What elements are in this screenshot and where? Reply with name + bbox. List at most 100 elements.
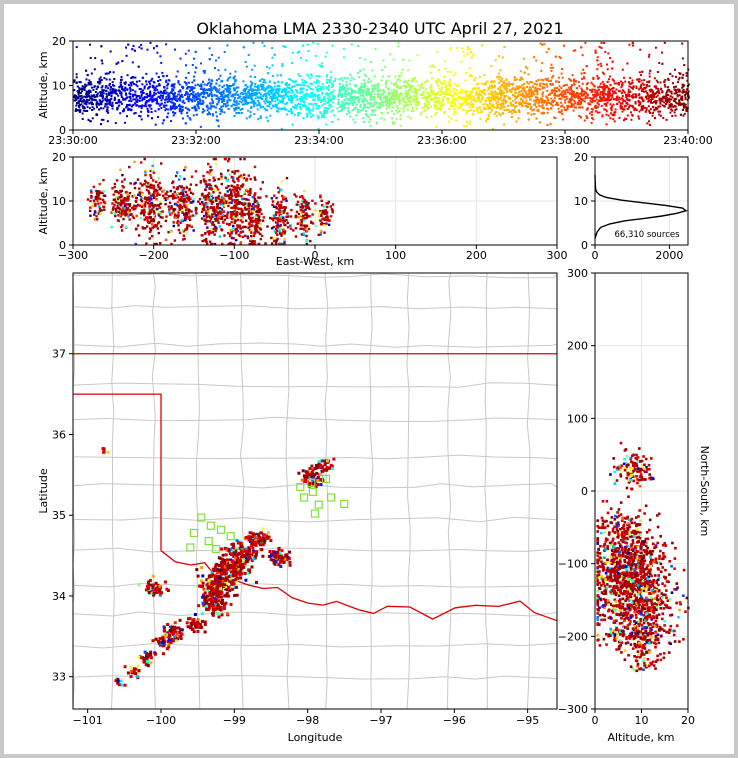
lightning-source-point (396, 97, 399, 100)
lightning-source-point (394, 75, 397, 78)
lightning-source-point (531, 90, 534, 93)
lightning-source-point (492, 95, 495, 98)
lightning-source-point (112, 84, 114, 87)
lightning-source-point (425, 100, 428, 103)
lightning-source-point (670, 108, 673, 111)
lightning-source-point (89, 81, 91, 84)
lightning-source-point (208, 89, 211, 92)
lightning-source-point (358, 91, 360, 93)
lightning-source-point (623, 108, 626, 111)
lightning-source-point (518, 109, 521, 112)
lightning-source-point (271, 75, 274, 77)
lightning-source-point (326, 73, 329, 76)
lightning-source-point (427, 106, 429, 109)
lightning-source-point (382, 101, 385, 104)
lightning-source-point (411, 79, 413, 82)
lightning-source-point (239, 108, 242, 111)
lightning-source-point (194, 50, 197, 53)
lightning-source-point (226, 44, 229, 47)
lightning-source-point (466, 93, 468, 96)
lightning-source-point (488, 98, 491, 101)
lightning-source-point (499, 85, 502, 88)
lightning-source-point (468, 93, 471, 96)
lightning-source-point (425, 88, 427, 91)
lightning-source-point (557, 76, 560, 79)
lightning-source-point (372, 84, 375, 87)
lightning-source-point (251, 88, 254, 91)
lightning-source-point (553, 96, 556, 99)
lightning-source-point (628, 82, 631, 85)
lightning-source-point (470, 97, 473, 100)
lightning-source-point (479, 94, 482, 97)
lightning-source-point (429, 94, 431, 97)
lightning-source-point (504, 82, 506, 85)
lightning-source-point (598, 45, 601, 48)
lightning-source-point (400, 93, 403, 96)
lightning-source-point (287, 110, 290, 113)
lightning-source-point (130, 83, 133, 86)
lightning-source-point (211, 53, 214, 56)
lightning-source-point (472, 98, 475, 101)
lightning-source-point (498, 72, 500, 75)
lightning-source-point (484, 83, 487, 86)
lightning-source-point (462, 50, 465, 53)
lightning-source-point (634, 108, 637, 111)
lightning-source-point (262, 84, 265, 87)
lightning-source-point (495, 100, 498, 103)
lightning-source-point (233, 88, 236, 90)
lightning-source-point (203, 83, 206, 86)
lightning-source-point (629, 90, 632, 93)
lightning-source-point (188, 95, 191, 98)
lightning-source-point (302, 105, 305, 107)
lightning-source-point (115, 102, 118, 105)
lightning-source-point (522, 86, 525, 89)
lightning-source-point (178, 98, 181, 101)
lightning-source-point (443, 60, 446, 63)
lightning-source-point (499, 86, 502, 89)
lightning-source-point (78, 81, 81, 84)
lightning-source-point (355, 103, 358, 106)
lightning-source-point (162, 94, 164, 97)
lightning-source-point (643, 83, 645, 86)
lightning-source-point (87, 92, 90, 95)
lightning-source-point (172, 92, 174, 95)
lightning-source-point (526, 86, 529, 88)
lightning-source-point (516, 87, 519, 90)
lightning-source-point (246, 85, 249, 88)
lightning-source-point (336, 107, 339, 110)
lightning-source-point (669, 111, 672, 114)
lightning-source-point (178, 103, 181, 106)
lightning-source-point (568, 98, 571, 101)
lightning-source-point (178, 96, 181, 99)
lightning-source-point (238, 100, 241, 103)
lightning-source-point (602, 90, 604, 93)
lightning-source-point (165, 74, 168, 77)
lightning-source-point (228, 98, 231, 101)
lightning-source-point (276, 99, 279, 102)
lightning-source-point (185, 91, 188, 93)
lightning-source-point (451, 97, 454, 100)
lightning-source-point (685, 74, 688, 77)
lightning-source-point (404, 80, 407, 83)
lightning-source-point (430, 88, 433, 91)
lightning-source-point (590, 98, 593, 100)
lightning-source-point (223, 84, 226, 87)
lightning-source-point (343, 86, 346, 89)
lightning-source-point (464, 100, 467, 103)
lightning-source-point (673, 99, 675, 102)
lightning-source-point (134, 93, 137, 96)
lightning-source-point (596, 102, 599, 105)
lightning-source-point (299, 106, 301, 109)
lightning-source-point (254, 83, 257, 85)
lightning-source-point (233, 103, 236, 106)
lightning-source-point (88, 107, 91, 110)
lightning-source-point (299, 107, 302, 110)
lightning-source-point (170, 120, 172, 123)
lightning-source-point (343, 91, 346, 94)
lightning-source-point (208, 88, 211, 91)
lightning-source-point (677, 102, 680, 105)
lightning-source-point (149, 104, 152, 107)
lightning-source-point (652, 91, 654, 93)
lightning-source-point (174, 95, 177, 98)
lightning-source-point (372, 105, 374, 108)
